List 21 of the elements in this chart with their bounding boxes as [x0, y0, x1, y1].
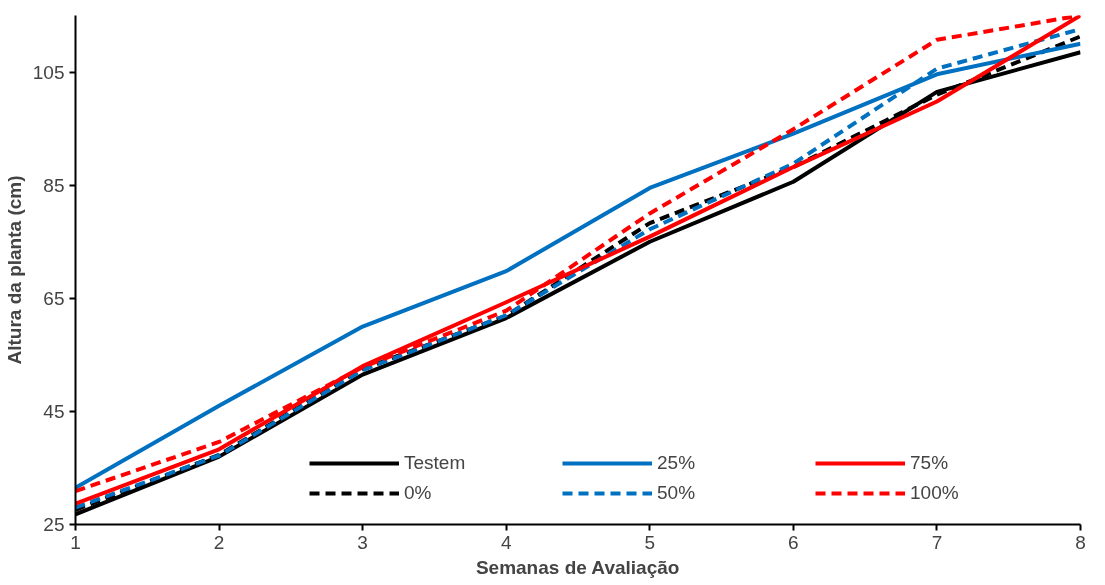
- y-tick-label: 105: [32, 61, 65, 83]
- y-tick-label: 45: [43, 400, 65, 422]
- legend-label: 75%: [910, 452, 950, 474]
- y-tick-label: 65: [43, 287, 65, 309]
- x-tick-label: 5: [644, 531, 656, 553]
- x-axis-title: Semanas de Avaliação: [475, 556, 680, 578]
- y-tick-label: 25: [43, 514, 65, 535]
- legend-label: 50%: [657, 482, 697, 504]
- x-tick-label: 7: [931, 531, 943, 553]
- x-tick-label: 2: [213, 531, 225, 553]
- x-tick-label: 4: [500, 531, 512, 553]
- legend-label: 100%: [910, 482, 960, 504]
- y-axis-title: Altura da planta (cm): [3, 175, 25, 365]
- legend-label: 0%: [404, 482, 433, 504]
- legend-label: Testem: [404, 452, 467, 474]
- y-tick-label: 85: [43, 174, 65, 196]
- x-tick-label: 3: [357, 531, 368, 553]
- x-tick-label: 8: [1075, 531, 1086, 553]
- legend-label: 25%: [657, 452, 697, 474]
- x-tick-label: 1: [70, 531, 81, 553]
- x-tick-label: 6: [788, 531, 799, 553]
